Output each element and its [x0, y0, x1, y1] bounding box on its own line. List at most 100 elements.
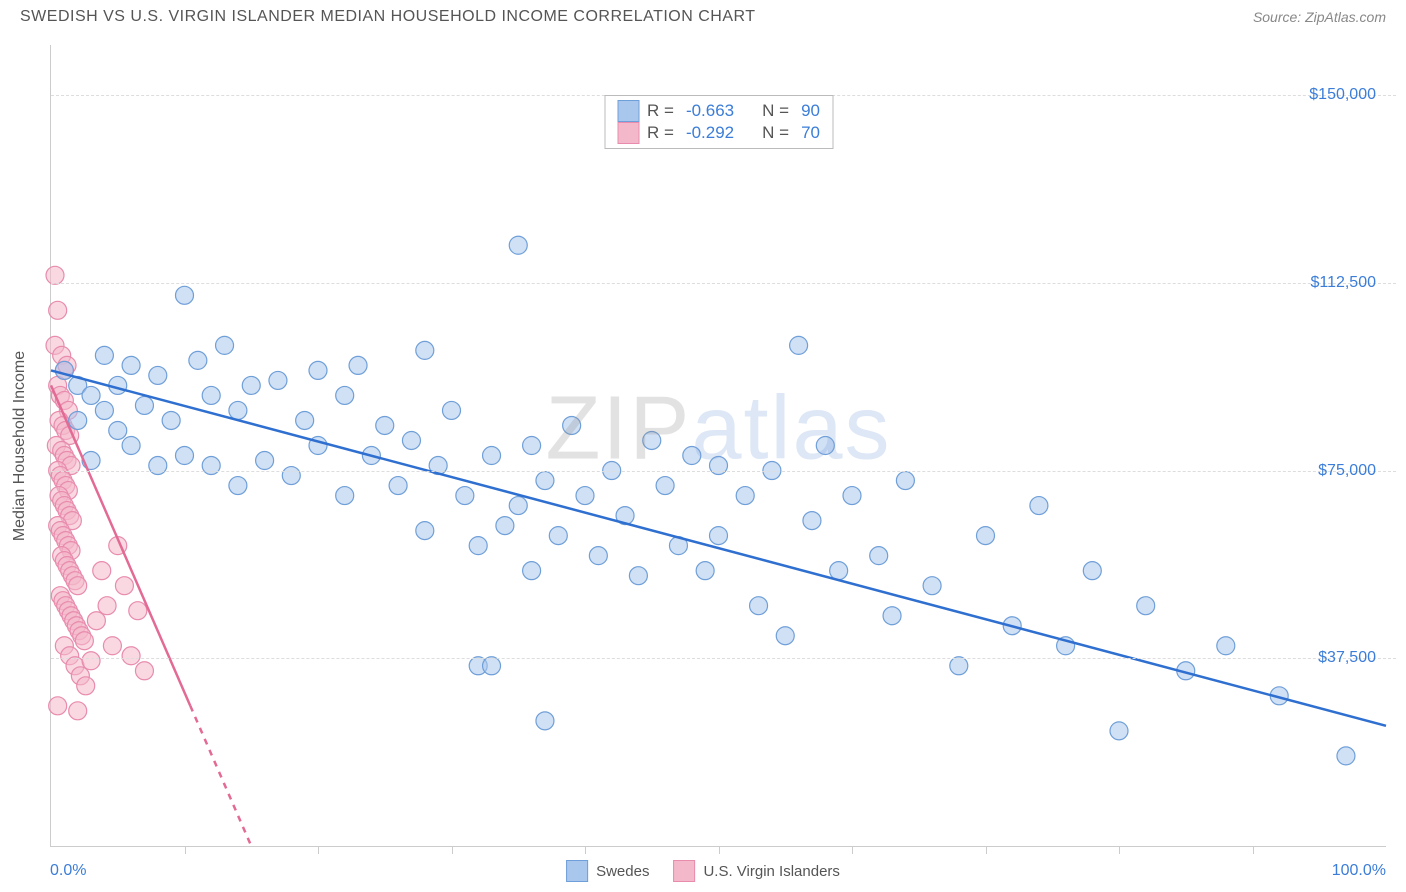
data-point — [549, 527, 567, 545]
data-point — [122, 356, 140, 374]
data-point — [483, 657, 501, 675]
data-point — [736, 487, 754, 505]
x-tick — [185, 846, 186, 854]
data-point — [776, 627, 794, 645]
data-point — [176, 447, 194, 465]
r-value: -0.292 — [686, 123, 734, 143]
data-point — [389, 477, 407, 495]
data-point — [269, 371, 287, 389]
r-value: -0.663 — [686, 101, 734, 121]
data-point — [509, 497, 527, 515]
data-point — [1137, 597, 1155, 615]
scatter-svg — [51, 45, 1386, 846]
n-value: 90 — [801, 101, 820, 121]
y-tick-label: $75,000 — [1276, 462, 1376, 480]
data-point — [242, 376, 260, 394]
data-point — [830, 562, 848, 580]
data-point — [98, 597, 116, 615]
y-tick-label: $112,500 — [1276, 274, 1376, 292]
gridline — [51, 283, 1396, 284]
data-point — [95, 401, 113, 419]
data-point — [376, 416, 394, 434]
data-point — [176, 286, 194, 304]
data-point — [75, 632, 93, 650]
data-point — [643, 431, 661, 449]
y-tick-label: $37,500 — [1276, 649, 1376, 667]
swatch-swedes — [617, 100, 639, 122]
source-label: Source: ZipAtlas.com — [1253, 9, 1386, 25]
data-point — [803, 512, 821, 530]
swatch-usvi — [617, 122, 639, 144]
data-point — [977, 527, 995, 545]
x-tick — [719, 846, 720, 854]
data-point — [336, 487, 354, 505]
data-point — [683, 447, 701, 465]
data-point — [710, 527, 728, 545]
data-point — [82, 652, 100, 670]
data-point — [629, 567, 647, 585]
legend-row-swedes: R = -0.663 N = 90 — [617, 100, 820, 122]
data-point — [870, 547, 888, 565]
data-point — [69, 577, 87, 595]
data-point — [563, 416, 581, 434]
x-tick — [452, 846, 453, 854]
data-point — [816, 437, 834, 455]
legend-item-usvi: U.S. Virgin Islanders — [673, 860, 839, 882]
data-point — [656, 477, 674, 495]
chart-title: SWEDISH VS U.S. VIRGIN ISLANDER MEDIAN H… — [20, 8, 756, 26]
data-point — [469, 537, 487, 555]
y-axis-label: Median Household Income — [11, 351, 29, 541]
data-point — [135, 662, 153, 680]
data-point — [49, 697, 67, 715]
data-point — [349, 356, 367, 374]
x-tick — [585, 846, 586, 854]
data-point — [750, 597, 768, 615]
data-point — [1217, 637, 1235, 655]
data-point — [1110, 722, 1128, 740]
data-point — [523, 437, 541, 455]
data-point — [229, 477, 247, 495]
trend-line — [51, 370, 1386, 725]
data-point — [216, 336, 234, 354]
swatch-swedes — [566, 860, 588, 882]
legend-label-usvi: U.S. Virgin Islanders — [703, 863, 839, 880]
x-tick — [1119, 846, 1120, 854]
data-point — [589, 547, 607, 565]
series-legend: Swedes U.S. Virgin Islanders — [566, 860, 840, 882]
data-point — [93, 562, 111, 580]
data-point — [69, 411, 87, 429]
data-point — [790, 336, 808, 354]
data-point — [416, 522, 434, 540]
data-point — [49, 301, 67, 319]
n-value: 70 — [801, 123, 820, 143]
data-point — [710, 457, 728, 475]
data-point — [77, 677, 95, 695]
data-point — [576, 487, 594, 505]
data-point — [149, 366, 167, 384]
data-point — [115, 577, 133, 595]
r-label: R = — [647, 101, 674, 121]
trend-line — [190, 706, 251, 846]
x-tick — [318, 846, 319, 854]
data-point — [416, 341, 434, 359]
r-label: R = — [647, 123, 674, 143]
x-tick — [986, 846, 987, 854]
data-point — [103, 637, 121, 655]
data-point — [509, 236, 527, 254]
data-point — [923, 577, 941, 595]
swatch-usvi — [673, 860, 695, 882]
data-point — [402, 431, 420, 449]
data-point — [87, 612, 105, 630]
x-tick — [852, 846, 853, 854]
data-point — [229, 401, 247, 419]
data-point — [122, 437, 140, 455]
data-point — [46, 266, 64, 284]
data-point — [950, 657, 968, 675]
correlation-legend: R = -0.663 N = 90 R = -0.292 N = 70 — [604, 95, 833, 149]
data-point — [189, 351, 207, 369]
data-point — [82, 386, 100, 404]
data-point — [202, 386, 220, 404]
data-point — [896, 472, 914, 490]
data-point — [536, 712, 554, 730]
data-point — [162, 411, 180, 429]
